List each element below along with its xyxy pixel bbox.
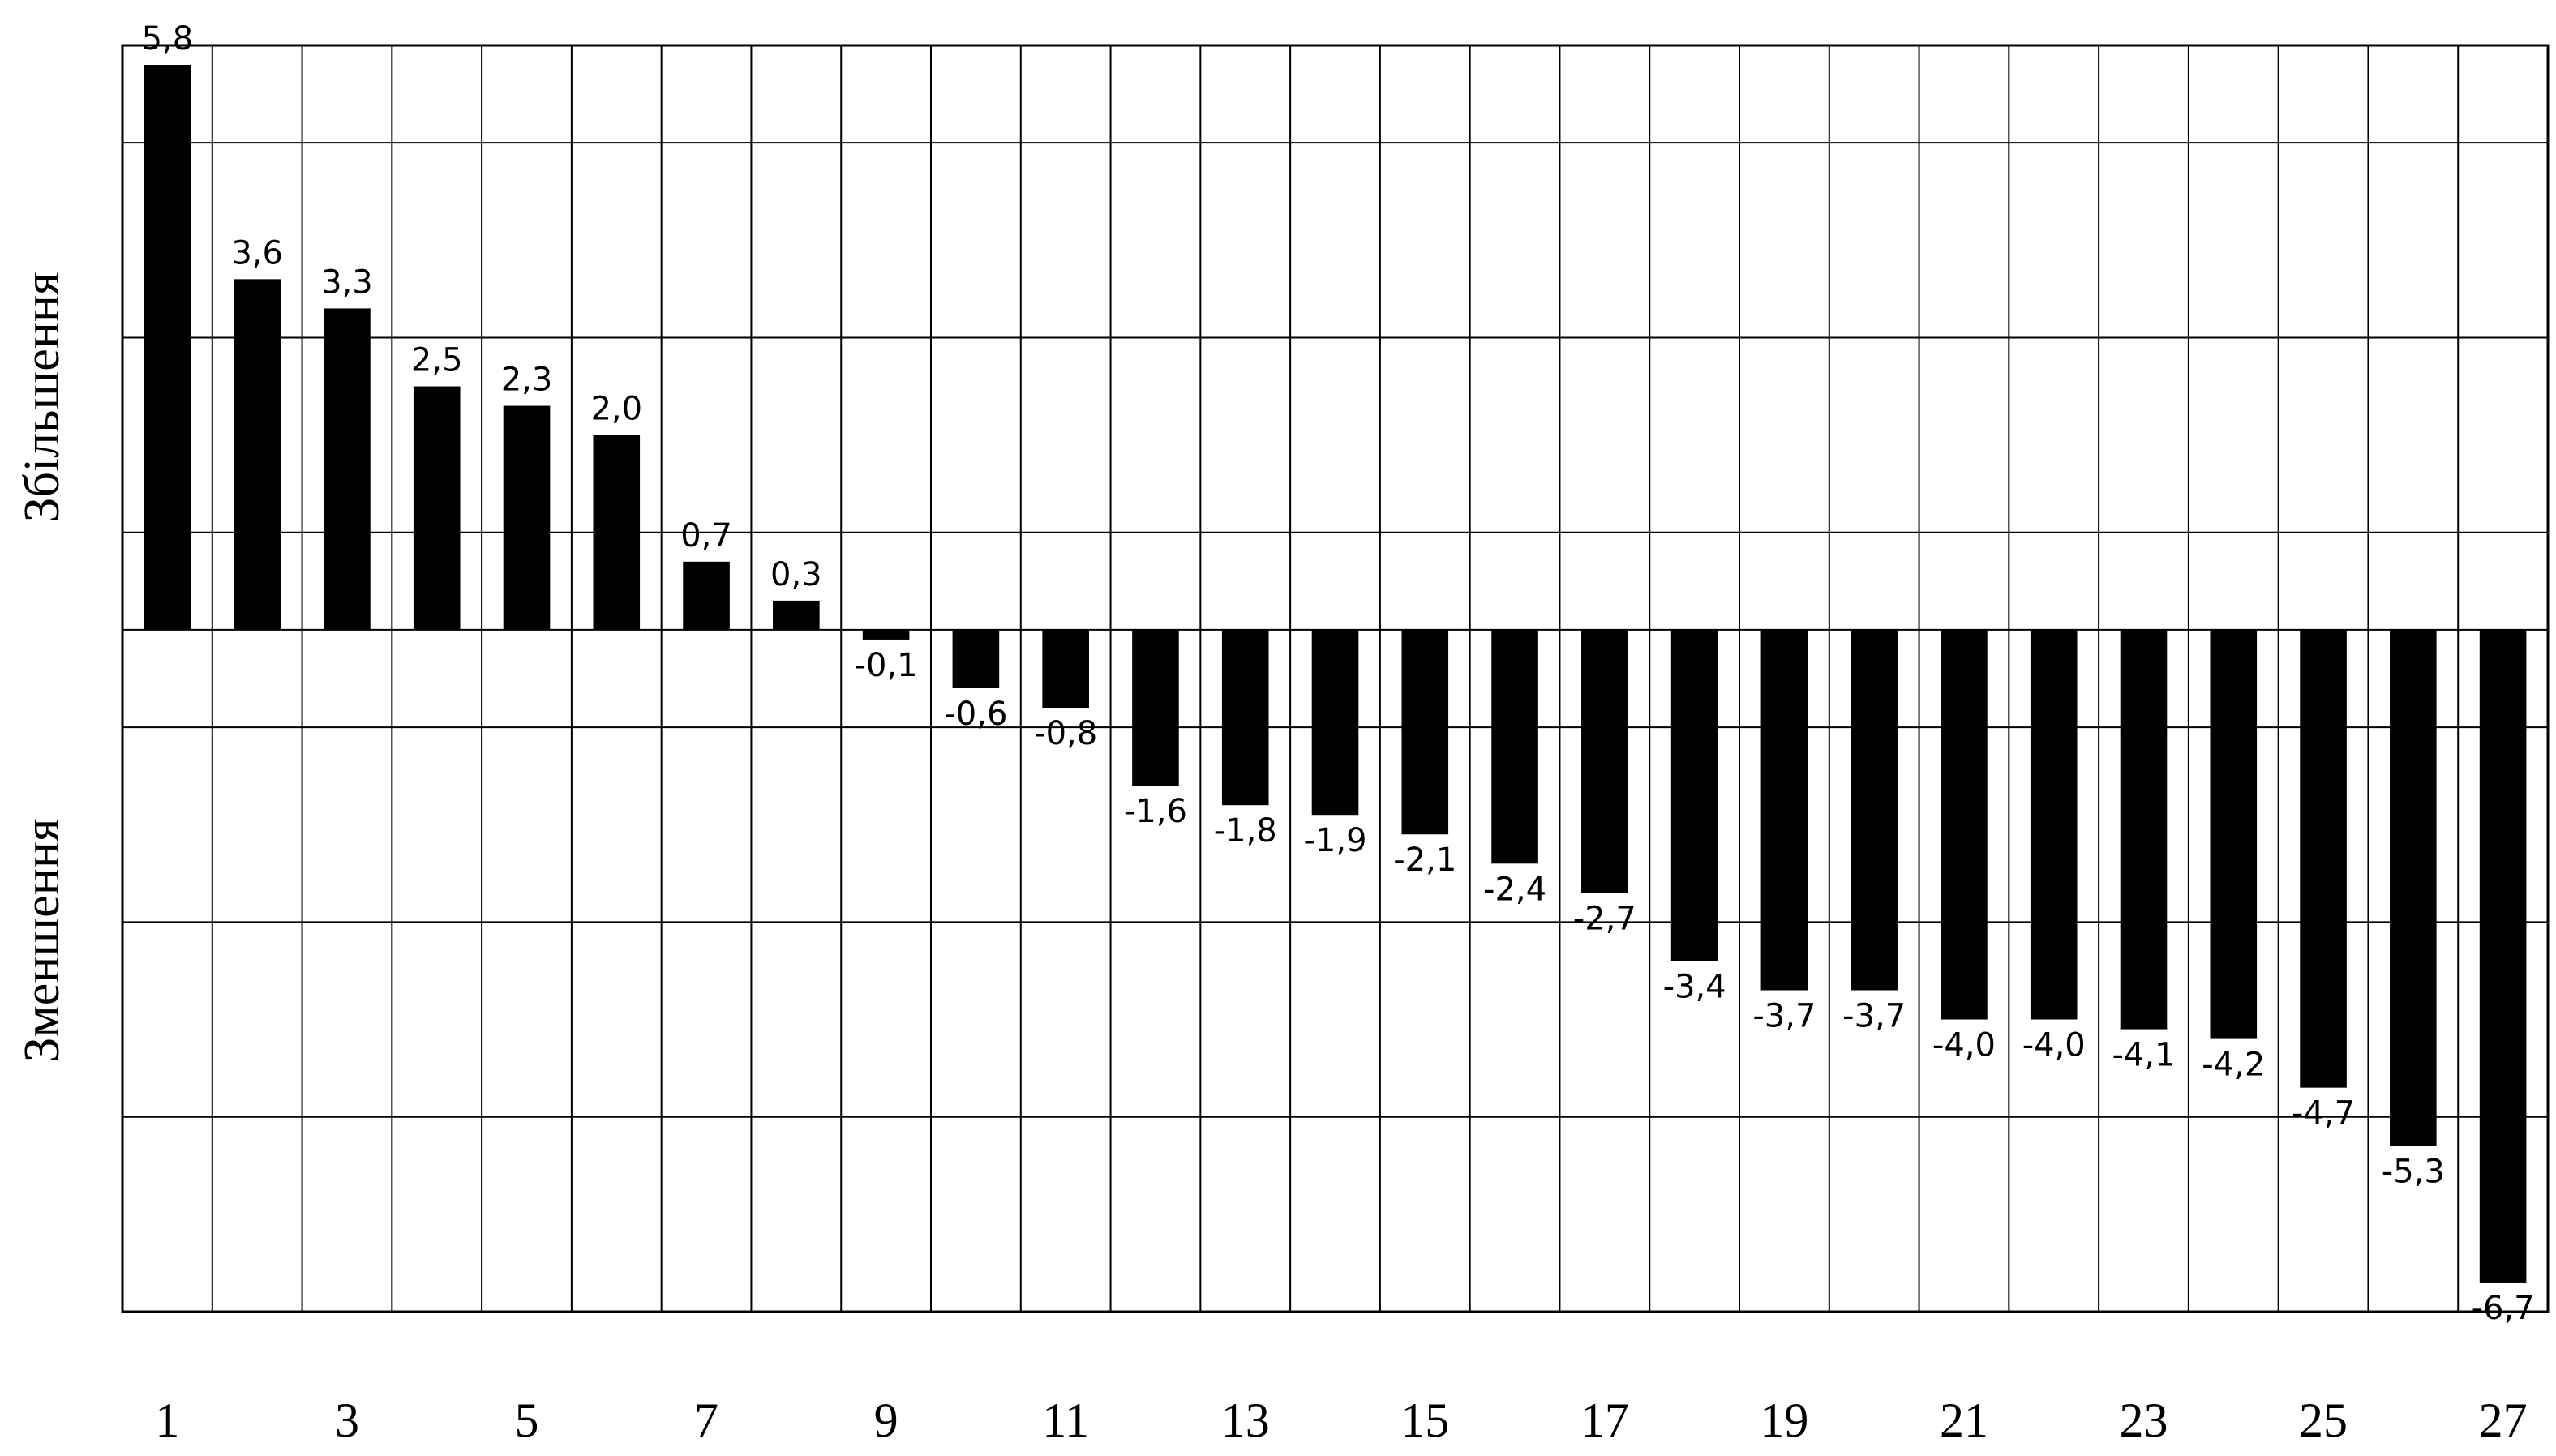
value-label: -5,3 — [2382, 1154, 2445, 1191]
bar — [1311, 629, 1359, 816]
value-label: -0,1 — [855, 647, 918, 684]
bar — [2030, 629, 2078, 1020]
bar — [1760, 629, 1808, 991]
value-label: -2,7 — [1573, 900, 1636, 937]
value-label: -4,7 — [2292, 1095, 2355, 1133]
x-tick-label: 15 — [1400, 1394, 1449, 1447]
value-label: -0,6 — [944, 696, 1007, 733]
value-label: -2,1 — [1393, 841, 1456, 879]
x-tick-label: 21 — [1940, 1394, 1988, 1447]
bar — [1042, 629, 1089, 709]
x-tick-label: 7 — [694, 1394, 718, 1447]
bar — [1132, 629, 1179, 786]
bar — [2479, 629, 2527, 1283]
x-tick-label: 11 — [1042, 1394, 1089, 1447]
value-label: -4,0 — [1932, 1027, 1996, 1064]
value-label: -4,0 — [2022, 1027, 2086, 1064]
bar — [1851, 629, 1898, 991]
bar — [2210, 629, 2258, 1039]
value-label: -3,7 — [1842, 997, 1906, 1034]
y-label-negative: Зменшення — [15, 818, 70, 1062]
x-tick-label: 19 — [1760, 1394, 1808, 1447]
value-label: 3,6 — [231, 234, 283, 272]
value-label: 2,5 — [411, 342, 463, 379]
x-tick-label: 1 — [155, 1394, 179, 1447]
value-label: 5,8 — [142, 20, 194, 58]
x-tick-label: 5 — [515, 1394, 539, 1447]
value-label: 0,3 — [770, 556, 822, 593]
x-tick-label: 3 — [335, 1394, 359, 1447]
bar — [1941, 629, 1988, 1020]
value-label: -1,8 — [1214, 812, 1277, 850]
value-label: -6,7 — [2472, 1290, 2535, 1327]
value-label: -4,2 — [2202, 1047, 2265, 1084]
bar — [683, 561, 730, 630]
bar — [773, 600, 820, 630]
value-label: -1,9 — [1303, 822, 1366, 859]
value-label: -3,4 — [1663, 968, 1726, 1005]
x-tick-label: 27 — [2479, 1394, 2528, 1447]
value-label: -0,8 — [1034, 715, 1097, 752]
value-label: 2,3 — [501, 362, 553, 399]
x-tick-label: 13 — [1221, 1394, 1270, 1447]
value-label: 2,0 — [590, 391, 642, 428]
x-tick-label: 9 — [874, 1394, 898, 1447]
bar — [862, 629, 910, 640]
value-label: 0,7 — [680, 517, 732, 555]
value-label: -3,7 — [1752, 997, 1816, 1034]
bar — [413, 386, 461, 630]
bar — [593, 435, 641, 630]
value-label: -2,4 — [1483, 871, 1546, 908]
bar — [503, 405, 551, 630]
value-label: -4,1 — [2112, 1037, 2175, 1074]
bar — [2300, 629, 2347, 1088]
y-label-positive: Збільшення — [15, 272, 70, 522]
bar — [952, 629, 1000, 689]
x-tick-label: 23 — [2120, 1394, 2168, 1447]
value-label: -1,6 — [1124, 793, 1187, 830]
bar — [324, 308, 371, 630]
bar — [2120, 629, 2168, 1030]
value-label: 3,3 — [321, 263, 373, 301]
bar — [1221, 629, 1269, 806]
bar — [1670, 629, 1718, 961]
bar — [2390, 629, 2437, 1146]
bar — [1491, 629, 1538, 864]
bar — [1401, 629, 1449, 835]
x-tick-label: 17 — [1580, 1394, 1629, 1447]
x-tick-label: 25 — [2299, 1394, 2348, 1447]
bar — [1581, 629, 1628, 893]
bar — [234, 279, 281, 630]
plot-frame — [121, 44, 2550, 1313]
bar — [144, 65, 191, 630]
